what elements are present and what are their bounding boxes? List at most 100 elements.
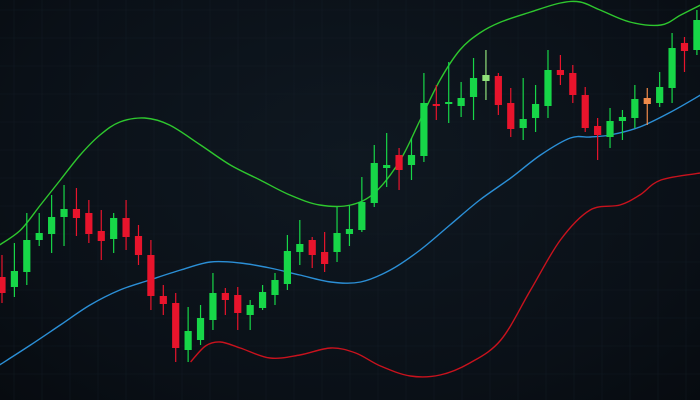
candle [345,205,354,246]
candle-body [618,117,627,121]
candle-body [556,70,564,75]
candle-body [432,104,440,106]
candle [72,188,81,236]
middle-band-line [0,94,700,366]
candle [271,273,279,305]
candle [507,88,515,137]
candle [370,145,378,207]
bollinger-bands [0,0,700,378]
candle [196,305,205,345]
candle [159,285,167,315]
candle [172,293,180,362]
candle-body [345,229,354,234]
candle [594,118,602,160]
candle [258,285,267,310]
candle [544,50,552,118]
candle [531,85,540,132]
candle [383,133,391,187]
candle-body [321,252,329,264]
candle [569,65,577,103]
candle-body [296,244,304,252]
candle-body [420,103,428,156]
candle [60,185,68,246]
candle [656,72,664,107]
candle-body [494,76,502,105]
upper-band-line [0,0,700,246]
candle [308,237,316,268]
candle-body [10,271,18,287]
lower-band-line [190,172,700,378]
candle-body [519,119,527,128]
candle-body [693,20,700,50]
candle-body [60,209,68,217]
candle-body [457,98,465,106]
candle [631,85,639,128]
candle [184,307,192,362]
candle-body [656,87,664,103]
candle [147,240,155,310]
candle-body [544,70,552,106]
candle-body [283,251,291,284]
candle-body [147,255,155,296]
candle-body [445,102,453,104]
candle [556,55,564,85]
candle-body [72,209,81,218]
candle [246,300,254,330]
candle-body [308,240,316,255]
candle-body [383,165,391,168]
candle-body [407,155,416,165]
candle-body [594,126,602,135]
candle [85,200,93,243]
candle-body [358,202,366,230]
candles [0,10,700,362]
candle-body [531,104,540,118]
candle [234,287,242,330]
candle [134,225,143,265]
candle-body [221,293,229,300]
candle-body [122,218,130,237]
candle [35,213,43,246]
candle [519,78,527,140]
candle-body [370,163,378,203]
candle-body [606,121,614,137]
candle [23,213,31,285]
candle [680,37,689,72]
candle [693,10,700,55]
candle-body [680,43,689,51]
candle [283,235,291,290]
candle [457,82,465,117]
candle [643,88,651,125]
candle-body [668,48,676,88]
candle-body [97,231,105,241]
candle [494,73,502,115]
candle-body [246,305,254,315]
candle [395,148,403,190]
candle [668,33,676,103]
candle-body [85,213,93,234]
candle-body [234,295,242,313]
candle [606,108,614,148]
candle-body [134,236,143,255]
candle [221,288,229,315]
candle [296,220,304,265]
candle-body [271,280,279,295]
candle-body [395,155,403,170]
candle [97,210,105,260]
candle [209,273,217,330]
candle-body [110,218,118,239]
candle-body [23,240,31,272]
candle [333,207,341,262]
candle [445,62,453,123]
candle-body [0,277,6,293]
candle [420,73,428,162]
candle [482,50,490,100]
candle-body [196,318,205,340]
candle-body [184,331,192,350]
candle [110,213,118,253]
candle-body [209,293,217,320]
candle-body [258,292,267,308]
candle [321,232,329,272]
candle-body [172,303,180,348]
